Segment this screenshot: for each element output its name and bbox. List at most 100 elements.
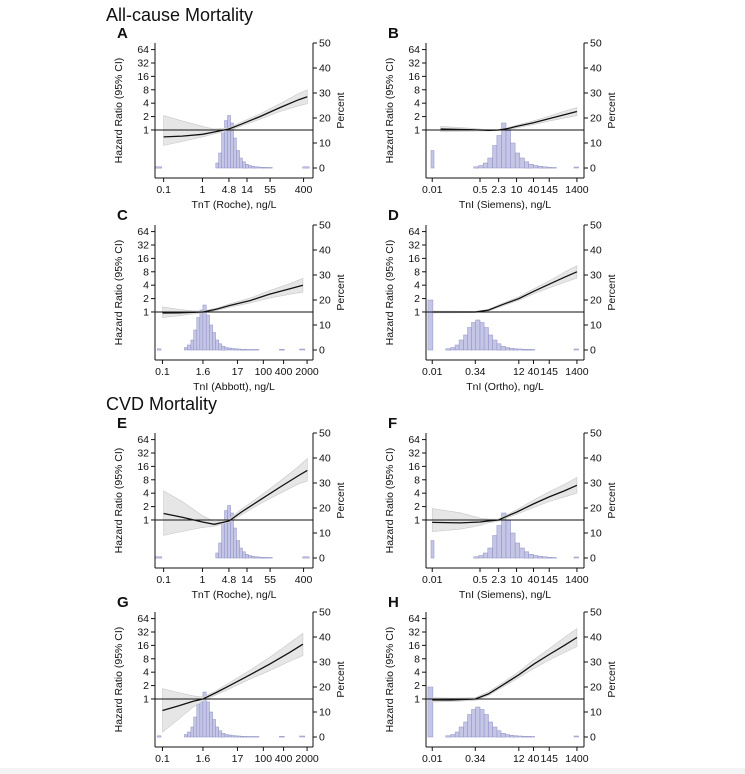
bottom-band xyxy=(0,768,745,774)
histogram-bar xyxy=(209,324,213,351)
x-tick-label: 2.3 xyxy=(491,574,506,586)
histogram-bar xyxy=(269,167,273,169)
hr-tick-label: 4 xyxy=(143,98,149,110)
y-axis-title-right: Percent xyxy=(606,92,618,128)
histogram-bar xyxy=(240,349,244,351)
histogram-bar xyxy=(519,157,525,169)
histogram-bar xyxy=(260,167,264,169)
histogram-bar xyxy=(487,547,493,559)
histogram-bar xyxy=(430,540,435,559)
x-tick-label: 14 xyxy=(241,184,253,196)
y-axis-title-right: Percent xyxy=(335,92,347,128)
x-tick-label: 0.5 xyxy=(473,184,488,196)
histogram-bar xyxy=(533,555,539,559)
hr-tick-label: 8 xyxy=(143,84,149,96)
histogram-bar xyxy=(154,556,163,559)
histogram-bar xyxy=(190,339,194,351)
hr-tick-label: 64 xyxy=(408,44,420,56)
histogram-bar xyxy=(212,332,216,351)
x-tick-label: 17 xyxy=(232,753,244,765)
histogram-bar xyxy=(496,730,502,738)
percent-tick-label: 10 xyxy=(319,707,331,719)
hr-tick-label: 32 xyxy=(137,626,149,638)
x-axis-title: TnT (Roche), ng/L xyxy=(191,589,276,601)
percent-tick-label: 10 xyxy=(590,707,602,719)
histogram-bar xyxy=(473,556,480,559)
y-axis-title-left: Hazard Ratio (95% CI) xyxy=(384,58,396,164)
histogram-bar xyxy=(221,132,225,169)
percent-tick-label: 30 xyxy=(590,270,602,282)
histogram xyxy=(154,115,310,169)
hr-tick-label: 32 xyxy=(408,239,420,251)
hr-tick-label: 2 xyxy=(143,111,149,123)
x-tick-label: 10 xyxy=(511,574,523,586)
percent-tick-label: 10 xyxy=(319,138,331,150)
histogram-bar xyxy=(482,552,489,559)
percent-tick-label: 20 xyxy=(319,113,331,125)
histogram-bar xyxy=(519,547,525,559)
y-axis-title-left: Hazard Ratio (95% CI) xyxy=(113,627,125,733)
histogram-bar xyxy=(496,343,502,351)
percent-tick-label: 20 xyxy=(319,503,331,515)
ci-band xyxy=(162,277,304,318)
hr-tick-label: 2 xyxy=(143,293,149,305)
percent-tick-label: 50 xyxy=(319,607,331,619)
hr-tick-label: 32 xyxy=(137,239,149,251)
percent-tick-label: 50 xyxy=(319,38,331,50)
x-tick-label: 0.1 xyxy=(156,184,171,196)
percent-tick-label: 0 xyxy=(319,345,325,357)
histogram-bar xyxy=(239,157,243,169)
histogram-bar xyxy=(522,349,527,351)
histogram-bar xyxy=(547,557,553,559)
histogram-bar xyxy=(475,319,481,351)
percent-tick-label: 20 xyxy=(319,682,331,694)
x-axis-title: TnI (Ortho), ng/L xyxy=(466,381,544,393)
ci-band xyxy=(163,89,308,146)
percent-tick-label: 10 xyxy=(319,528,331,540)
histogram-bar xyxy=(221,522,225,559)
panel-letter: F xyxy=(388,415,397,432)
y-axis-title-right: Percent xyxy=(606,274,618,310)
histogram-bar xyxy=(483,327,489,351)
histogram-bar xyxy=(488,334,493,351)
x-tick-label: 1400 xyxy=(565,366,589,378)
histogram-bar xyxy=(427,299,434,351)
hr-tick-label: 4 xyxy=(143,488,149,500)
percent-tick-label: 0 xyxy=(319,553,325,565)
y-axis-title-right: Percent xyxy=(335,482,347,518)
histogram-bar xyxy=(266,557,270,559)
x-tick-label: 0.34 xyxy=(465,366,486,378)
percent-tick-label: 0 xyxy=(590,732,596,744)
histogram-bar xyxy=(475,706,481,738)
x-tick-label: 145 xyxy=(540,366,558,378)
histogram-bar xyxy=(196,317,201,351)
histogram-bar xyxy=(454,344,460,351)
hr-tick-label: 2 xyxy=(143,501,149,513)
histogram-bar xyxy=(193,329,198,351)
histogram-bar xyxy=(184,734,188,738)
panel-letter: G xyxy=(117,594,129,611)
y-axis-title-left: Hazard Ratio (95% CI) xyxy=(113,240,125,346)
histogram-bar xyxy=(224,120,228,169)
histogram-bar xyxy=(302,556,310,559)
x-tick-label: 40 xyxy=(528,366,540,378)
histogram-bar xyxy=(215,162,219,169)
histogram-bar xyxy=(537,166,543,169)
panel-letter: B xyxy=(388,25,399,42)
histogram xyxy=(157,691,305,738)
histogram xyxy=(157,304,305,351)
hazard-ratio-curve xyxy=(163,96,308,138)
hr-tick-label: 64 xyxy=(408,434,420,446)
x-tick-label: 4.8 xyxy=(222,574,237,586)
panel-letter: D xyxy=(388,207,399,224)
y-axis-title-left: Hazard Ratio (95% CI) xyxy=(384,240,396,346)
histogram-bar xyxy=(514,542,521,559)
histogram-bar xyxy=(236,540,240,559)
x-tick-label: 0.1 xyxy=(155,753,170,765)
histogram-bar xyxy=(224,510,228,559)
y-axis-title-left: Hazard Ratio (95% CI) xyxy=(113,58,125,164)
